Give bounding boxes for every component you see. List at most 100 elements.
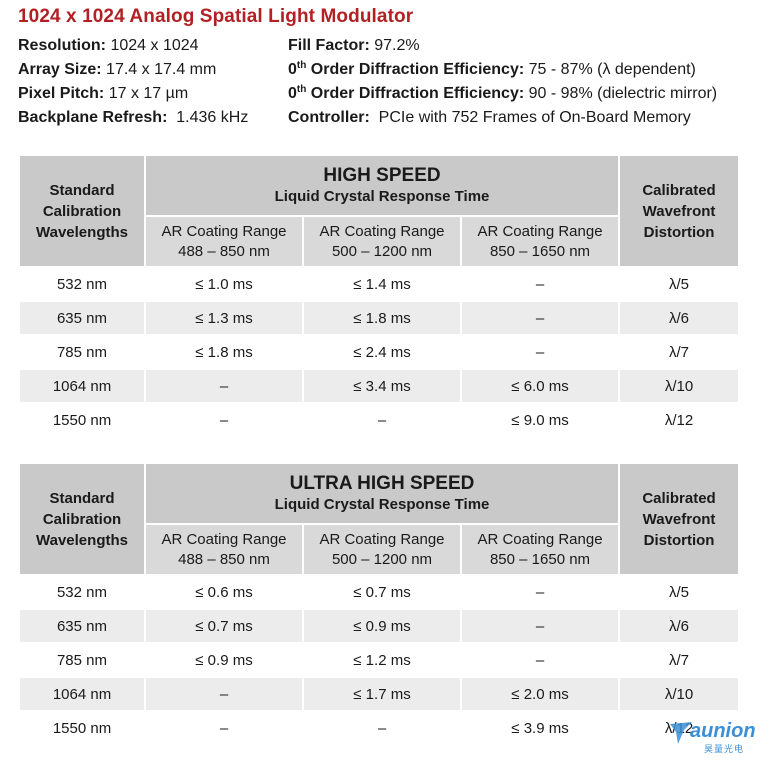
spec-item: Array Size: 17.4 x 17.4 mm [18, 60, 216, 80]
table-cell: λ/6 [620, 302, 739, 334]
spec-label: 0th Order Diffraction Efficiency: [288, 84, 529, 103]
table-row: 1550 nm – – ≤ 9.0 ms λ/12 [20, 404, 739, 436]
table-row: 635 nm ≤ 1.3 ms ≤ 1.8 ms – λ/6 [20, 302, 739, 334]
table-cell: ≤ 0.7 ms [304, 576, 460, 608]
table-heading: ULTRA HIGH SPEED [289, 472, 475, 494]
table-cell: ≤ 2.0 ms [462, 678, 619, 710]
coating-range-header: AR Coating Range 488 – 850 nm [146, 217, 302, 266]
table-cell: ≤ 0.9 ms [304, 610, 460, 642]
table-cell: 1550 nm [20, 404, 144, 436]
watermark-sub: 昊量光电 [704, 744, 745, 754]
table-cell: – [462, 610, 619, 642]
table-cell: ≤ 0.6 ms [146, 576, 302, 608]
table-row: 532 nm ≤ 0.6 ms ≤ 0.7 ms – λ/5 [20, 576, 739, 608]
table-subheading: Liquid Crystal Response Time [274, 187, 490, 205]
table-cell: λ/5 [620, 268, 739, 300]
table-cell: ≤ 0.7 ms [146, 610, 302, 642]
table-cell: λ/7 [620, 336, 739, 368]
table-cell: – [146, 712, 302, 744]
spec-value: 90 - 98% (dielectric mirror) [528, 85, 718, 102]
table-cell: – [462, 644, 619, 676]
table-cell: ≤ 1.8 ms [304, 302, 460, 334]
table-cell: – [146, 404, 302, 436]
table-row: 785 nm ≤ 1.8 ms ≤ 2.4 ms – λ/7 [20, 336, 739, 368]
spec-value: 1024 x 1024 [110, 37, 199, 54]
spec-value: 17 x 17 µm [108, 85, 189, 102]
table-cell: ≤ 1.8 ms [146, 336, 302, 368]
table-subheading: Liquid Crystal Response Time [274, 495, 490, 513]
coating-range-header: AR Coating Range 850 – 1650 nm [462, 525, 619, 574]
coating-range-header: AR Coating Range 488 – 850 nm [146, 525, 302, 574]
spec-item: Controller: PCIe with 752 Frames of On-B… [288, 108, 691, 128]
table-cell: 1064 nm [20, 678, 144, 710]
table-row: 1064 nm – ≤ 3.4 ms ≤ 6.0 ms λ/10 [20, 370, 739, 402]
spec-item: 0th Order Diffraction Efficiency: 75 - 8… [288, 60, 696, 80]
table-cell: ≤ 1.2 ms [304, 644, 460, 676]
spec-item: Resolution: 1024 x 1024 [18, 36, 199, 56]
spec-item: Backplane Refresh: 1.436 kHz [18, 108, 248, 128]
table-cell: ≤ 9.0 ms [462, 404, 619, 436]
table-cell: – [146, 678, 302, 710]
spec-item: Pixel Pitch: 17 x 17 µm [18, 84, 188, 104]
table-row: 785 nm ≤ 0.9 ms ≤ 1.2 ms – λ/7 [20, 644, 739, 676]
table-cell: 785 nm [20, 644, 144, 676]
table-cell: ≤ 3.9 ms [462, 712, 619, 744]
page-title: 1024 x 1024 Analog Spatial Light Modulat… [18, 6, 414, 27]
table-cell: – [462, 302, 619, 334]
table-row: 635 nm ≤ 0.7 ms ≤ 0.9 ms – λ/6 [20, 610, 739, 642]
spec-item: 0th Order Diffraction Efficiency: 90 - 9… [288, 84, 717, 104]
table-cell: – [462, 268, 619, 300]
coating-range-header: AR Coating Range 850 – 1650 nm [462, 217, 619, 266]
table-cell: λ/6 [620, 610, 739, 642]
table-heading: HIGH SPEED [323, 164, 441, 186]
table-cell: ≤ 1.7 ms [304, 678, 460, 710]
table-cell: ≤ 6.0 ms [462, 370, 619, 402]
table-cell: λ/10 [620, 370, 739, 402]
spec-value: 75 - 87% (λ dependent) [528, 61, 696, 78]
table-cell: 635 nm [20, 302, 144, 334]
table-cell: – [304, 404, 460, 436]
wavefront-header: Calibrated Wavefront Distortion [620, 156, 739, 266]
spec-label: 0th Order Diffraction Efficiency: [288, 60, 529, 79]
spec-label: Controller: [288, 109, 379, 126]
table-cell: – [462, 336, 619, 368]
table-cell: 1064 nm [20, 370, 144, 402]
table-cell: λ/10 [620, 678, 739, 710]
table-cell: ≤ 2.4 ms [304, 336, 460, 368]
spec-label: Fill Factor: [288, 37, 375, 54]
wavelength-header: Standard Calibration Wavelengths [20, 464, 144, 574]
table-cell: ≤ 1.3 ms [146, 302, 302, 334]
watermark-logo: aunion 昊量光电 [668, 718, 764, 758]
table-cell: λ/5 [620, 576, 739, 608]
spec-value: 97.2% [374, 37, 420, 54]
table-cell: ≤ 0.9 ms [146, 644, 302, 676]
coating-range-header: AR Coating Range 500 – 1200 nm [304, 525, 460, 574]
table-cell: 532 nm [20, 268, 144, 300]
spec-item: Fill Factor: 97.2% [288, 36, 420, 56]
spec-label: Resolution: [18, 37, 111, 54]
coating-range-header: AR Coating Range 500 – 1200 nm [304, 217, 460, 266]
table-row: 1550 nm––≤ 3.9 msλ/12 [20, 712, 739, 744]
table-cell: λ/12 [620, 404, 739, 436]
table-cell: – [304, 712, 460, 744]
wavefront-header: Calibrated Wavefront Distortion [620, 464, 739, 574]
table-cell: ≤ 3.4 ms [304, 370, 460, 402]
spec-value: PCIe with 752 Frames of On-Board Memory [378, 109, 691, 126]
table-row: 532 nm ≤ 1.0 ms ≤ 1.4 ms – λ/5 [20, 268, 739, 300]
response-time-header: ULTRA HIGH SPEED Liquid Crystal Response … [146, 464, 619, 524]
table-cell: λ/7 [620, 644, 739, 676]
table-cell: 1550 nm [20, 712, 144, 744]
table-cell: 785 nm [20, 336, 144, 368]
high-speed-table: Standard Calibration Wavelengths HIGH SPE… [18, 154, 741, 438]
table-cell: ≤ 1.0 ms [146, 268, 302, 300]
spec-value: 17.4 x 17.4 mm [106, 61, 217, 78]
table-cell: – [462, 576, 619, 608]
response-time-header: HIGH SPEED Liquid Crystal Response Time [146, 156, 619, 216]
table-cell: – [146, 370, 302, 402]
wavelength-header: Standard Calibration Wavelengths [20, 156, 144, 266]
watermark-brand: aunion [690, 720, 756, 742]
spec-label: Backplane Refresh: [18, 109, 177, 126]
table-row: 1064 nm – ≤ 1.7 ms ≤ 2.0 ms λ/10 [20, 678, 739, 710]
table-cell: ≤ 1.4 ms [304, 268, 460, 300]
ultra-high-speed-table: Standard Calibration Wavelengths ULTRA HI… [18, 462, 741, 746]
